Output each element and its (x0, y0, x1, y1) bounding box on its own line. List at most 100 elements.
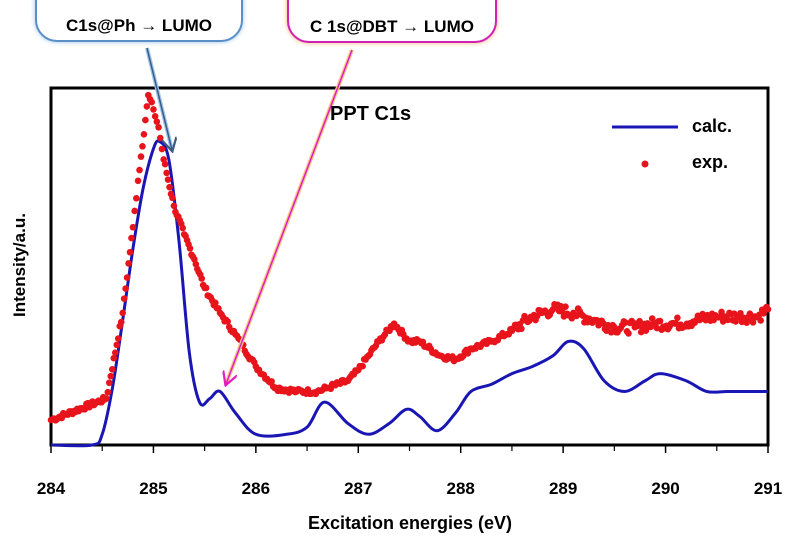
exp-data-point (743, 319, 751, 327)
exp-data-point (164, 176, 172, 183)
exp-data-point (103, 395, 110, 402)
exp-data-point (151, 113, 159, 120)
exp-data-point (212, 299, 219, 307)
exp-data-point (652, 320, 659, 327)
exp-data-point (268, 378, 275, 385)
exp-data-point (764, 306, 772, 313)
exp-data-point (148, 98, 156, 106)
x-tick-label: 290 (651, 479, 680, 498)
exp-data-point (749, 319, 757, 326)
annotation-dbt-box: C 1s@DBT → LUMO (287, 0, 497, 43)
exp-data-point (126, 248, 134, 256)
exp-data-point (746, 310, 754, 317)
x-tick-label: 289 (548, 479, 578, 498)
exp-data-point (169, 194, 176, 202)
exp-data-point (201, 284, 208, 292)
exp-data-point (158, 145, 166, 153)
exp-data-point (104, 388, 112, 396)
exp-data-point (160, 156, 167, 163)
exp-data-point (467, 345, 475, 352)
exp-data-point (153, 118, 161, 125)
exp-data-point (128, 234, 135, 242)
exp-data-point (724, 316, 732, 324)
exp-data-point (140, 130, 148, 138)
exp-data-point (607, 328, 615, 336)
calc-series-line (50, 139, 768, 448)
exp-data-point (232, 331, 239, 338)
exp-data-point (129, 223, 137, 231)
exp-data-point (359, 362, 366, 370)
exp-data-point (452, 356, 459, 363)
legend-exp-swatch (641, 160, 649, 168)
exp-data-point (108, 365, 116, 373)
exp-data-point (139, 142, 146, 150)
exp-data-point (105, 379, 113, 387)
chart-title: PPT C1s (330, 103, 412, 125)
exp-data-point (186, 245, 194, 252)
ph-arrow-core (146, 47, 172, 150)
exp-data-point (533, 312, 541, 320)
exp-data-point (119, 309, 126, 317)
annotation-dbt-label: C 1s@DBT → LUMO (310, 17, 474, 36)
legend-calc-label: calc. (692, 116, 733, 136)
exp-data-point (406, 338, 413, 345)
y-axis-label: Intensity/a.u. (10, 213, 29, 317)
exp-data-point (713, 313, 721, 320)
exp-data-point (120, 295, 128, 302)
exp-data-point (518, 325, 525, 333)
exp-data-point (122, 285, 129, 292)
exp-data-point (166, 183, 173, 191)
exp-data-point (155, 123, 162, 131)
exp-data-point (150, 106, 157, 113)
exp-data-point (733, 313, 741, 320)
exp-data-point (324, 384, 331, 392)
exp-data-point (113, 341, 121, 349)
exp-data-point (170, 202, 178, 210)
exp-data-point (488, 338, 495, 345)
exp-data-point (390, 320, 398, 327)
x-axis-ticks (50, 445, 769, 453)
exp-data-point (198, 275, 206, 282)
x-tick-label: 286 (241, 479, 271, 498)
exp-data-point (123, 274, 131, 281)
exp-data-point (508, 327, 516, 335)
legend-exp-label: exp. (692, 152, 729, 172)
exp-data-point (111, 349, 119, 356)
exp-data-point (145, 91, 152, 99)
exp-data-point (131, 207, 138, 215)
exp-data-point (179, 224, 186, 232)
x-tick-label: 285 (139, 479, 168, 498)
exp-data-point (549, 306, 557, 313)
exp-data-point (252, 363, 260, 370)
exp-data-point (117, 318, 125, 326)
x-tick-label: 287 (344, 479, 373, 498)
exp-data-point (375, 338, 383, 345)
exp-data-point (142, 116, 149, 124)
annotation-ph-label: C1s@Ph → LUMO (66, 16, 212, 35)
exp-data-point (693, 316, 700, 324)
exp-data-point (137, 153, 145, 160)
exp-data-point (622, 319, 629, 326)
exp-data-point (416, 338, 424, 345)
exp-data-point (674, 314, 681, 322)
exp-data-point (293, 388, 301, 395)
exp-data-point (114, 335, 122, 342)
exp-data-point (636, 317, 643, 325)
exp-data-point (672, 320, 680, 327)
exp-data-point (631, 323, 639, 331)
exp-data-point (134, 177, 142, 185)
exp-data-point (436, 352, 444, 360)
exp-data-point (273, 384, 280, 392)
x-axis-label: Excitation energies (eV) (307, 513, 513, 533)
exp-data-point (163, 169, 170, 177)
exp-data-point (125, 260, 132, 267)
exp-data-point (216, 309, 224, 317)
exp-data-point (136, 166, 143, 174)
exp-data-point (47, 416, 55, 424)
exp-data-point (611, 323, 618, 331)
exp-data-point (718, 308, 725, 316)
exp-data-point (365, 352, 372, 360)
exp-data-point (110, 354, 118, 362)
x-tick-label: 284 (36, 479, 66, 498)
